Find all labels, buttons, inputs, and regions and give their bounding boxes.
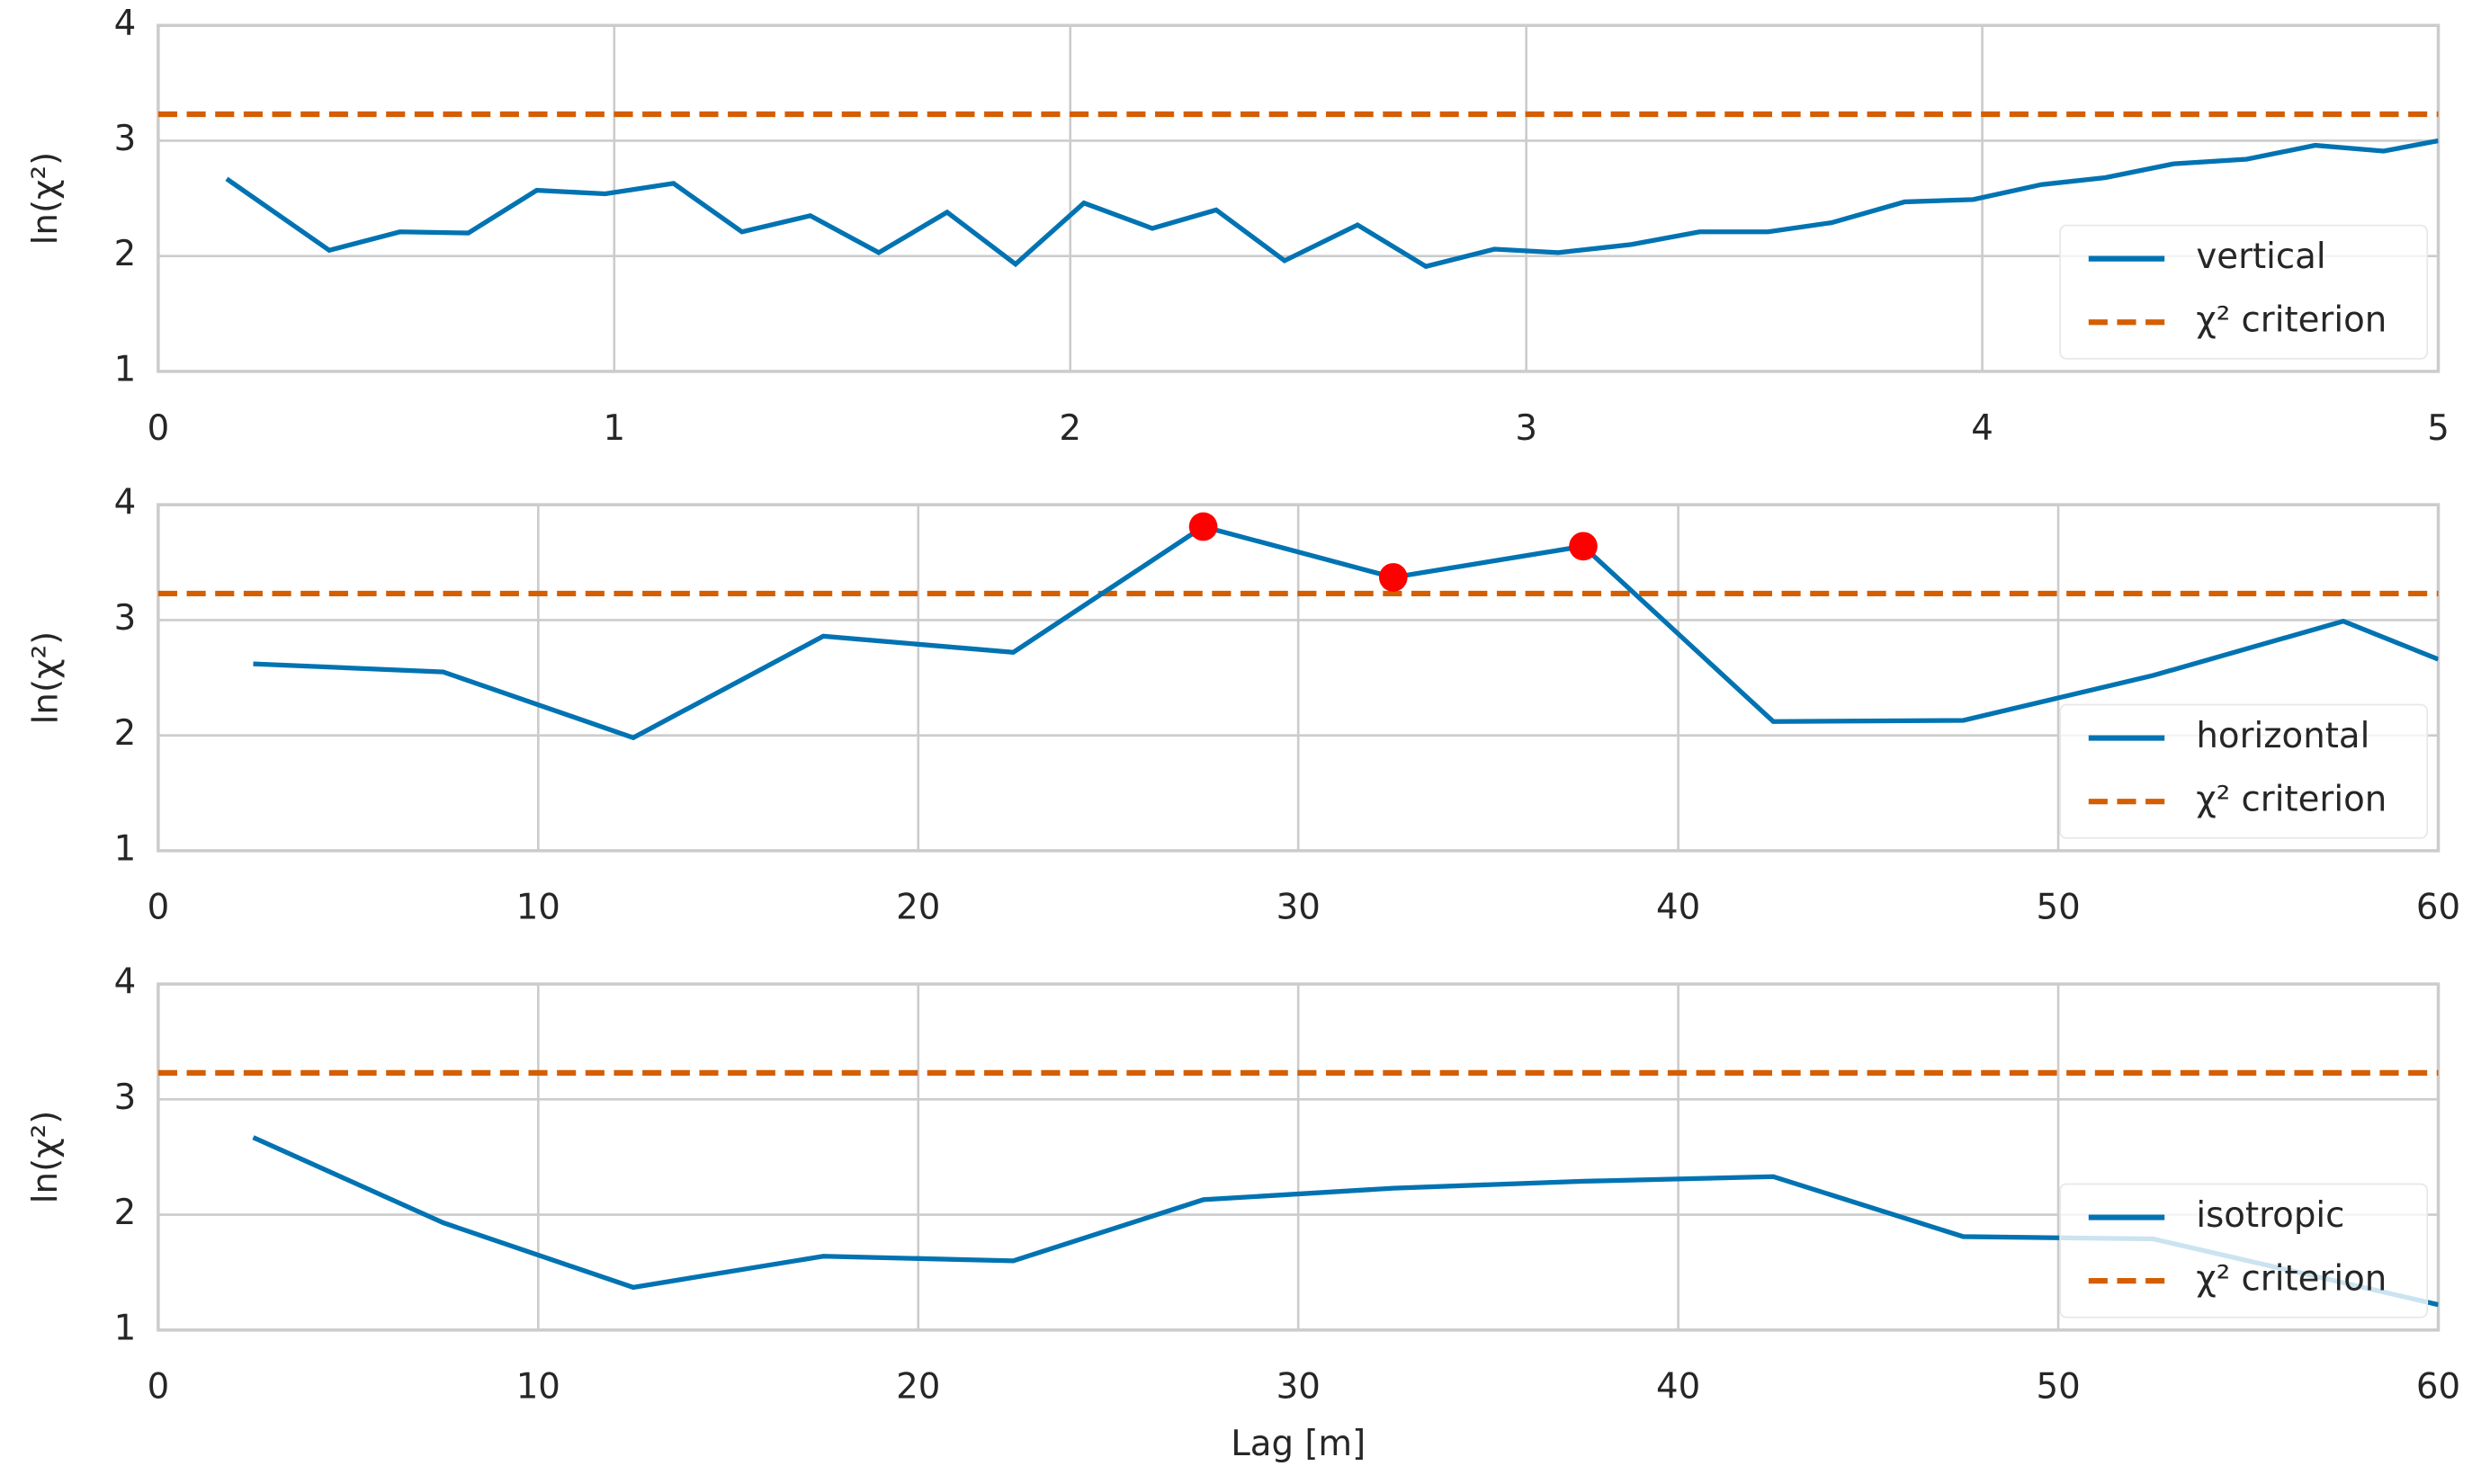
exceedance-point (1569, 532, 1598, 561)
y-axis-label: ln(χ²) (25, 152, 66, 246)
y-axis-label: ln(χ²) (25, 631, 66, 725)
x-tick-label: 0 (148, 1367, 170, 1408)
x-tick-label: 30 (1276, 888, 1321, 928)
legend-label: vertical (2196, 237, 2325, 277)
y-tick-label: 1 (114, 349, 137, 389)
y-tick-label: 3 (114, 1077, 137, 1118)
plot-frame (157, 503, 2441, 853)
x-tick-label: 10 (516, 1367, 560, 1408)
data-line (252, 1135, 2439, 1308)
y-tick-label: 4 (114, 962, 137, 1003)
y-tick-label: 3 (114, 598, 137, 639)
data-line (225, 138, 2439, 270)
x-tick-label: 20 (896, 888, 940, 928)
x-tick-label: 20 (896, 1367, 940, 1408)
legend-label: horizontal (2196, 716, 2369, 756)
x-tick-label: 50 (2036, 888, 2080, 928)
x-tick-label: 10 (516, 888, 560, 928)
x-tick-label: 40 (1656, 1367, 1700, 1408)
x-tick-label: 60 (2416, 888, 2460, 928)
x-tick-label: 0 (148, 888, 170, 928)
x-tick-label: 5 (2427, 408, 2450, 449)
y-tick-label: 1 (114, 828, 137, 869)
legend-label: χ² criterion (2196, 300, 2387, 341)
y-tick-label: 2 (114, 1193, 137, 1233)
x-tick-label: 50 (2036, 1367, 2080, 1408)
x-axis-label: Lag [m] (1231, 1424, 1366, 1464)
x-tick-label: 0 (148, 408, 170, 449)
y-tick-label: 4 (114, 4, 137, 44)
x-tick-label: 60 (2416, 1367, 2460, 1408)
y-tick-label: 2 (114, 713, 137, 754)
y-tick-label: 3 (114, 119, 137, 159)
x-tick-label: 4 (1971, 408, 1993, 449)
x-tick-label: 40 (1656, 888, 1700, 928)
x-tick-label: 1 (604, 408, 626, 449)
legend-label: isotropic (2196, 1195, 2344, 1236)
plot-frame (157, 982, 2441, 1332)
x-tick-label: 3 (1515, 408, 1537, 449)
y-tick-label: 4 (114, 483, 137, 523)
legend-label: χ² criterion (2196, 1259, 2387, 1300)
y-tick-label: 2 (114, 234, 137, 274)
x-tick-label: 2 (1059, 408, 1081, 449)
legend-label: χ² criterion (2196, 780, 2387, 820)
y-tick-label: 1 (114, 1308, 137, 1348)
exceedance-point (1188, 512, 1218, 541)
plot-frame (157, 23, 2441, 373)
y-axis-label: ln(χ²) (25, 1111, 66, 1204)
exceedance-point (1378, 563, 1408, 592)
x-tick-label: 30 (1276, 1367, 1321, 1408)
